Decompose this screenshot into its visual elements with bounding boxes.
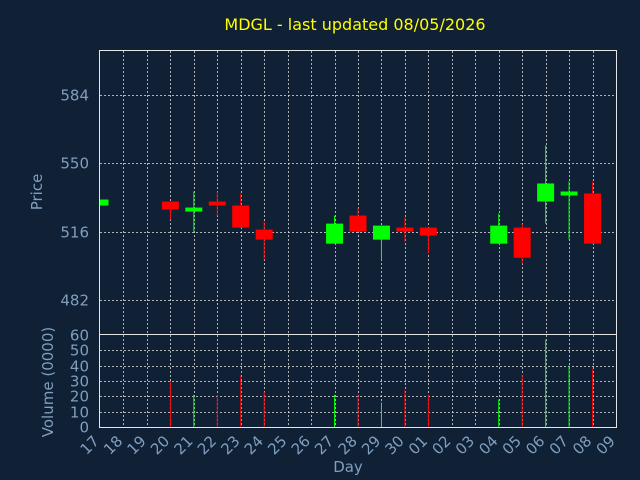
price-y-tick-label: 516 <box>60 224 89 242</box>
volume-y-tick-label: 0 <box>79 419 89 437</box>
candle-body <box>208 201 226 206</box>
candle-body <box>560 191 578 196</box>
candle-body <box>513 227 531 258</box>
candle-body <box>161 201 179 210</box>
x-tick-labels: 1718192021222324252627282930010203040506… <box>77 432 619 458</box>
price-axis-label: Price <box>28 174 46 211</box>
x-axis-label: Day <box>333 458 363 476</box>
candle-body <box>326 223 344 244</box>
price-y-tick-label: 482 <box>60 292 89 310</box>
candle-body <box>255 229 273 240</box>
candle-body <box>419 227 437 236</box>
candle-body <box>232 205 250 228</box>
candle-body <box>396 227 414 232</box>
candlesticks <box>99 145 602 264</box>
volume-y-tick-label: 60 <box>70 327 89 345</box>
volume-axis-label: Volume (0000) <box>39 327 57 437</box>
volume-y-tick-label: 50 <box>70 342 89 360</box>
volume-y-tick-label: 10 <box>70 404 89 422</box>
candle-body <box>100 199 109 206</box>
candle-body <box>349 215 367 232</box>
candle-body <box>490 225 508 244</box>
volume-panel-frame <box>99 334 617 428</box>
candle-body <box>185 207 203 212</box>
price-y-tick-label: 550 <box>60 155 89 173</box>
chart-title: MDGL - last updated 08/05/2026 <box>224 15 485 34</box>
volume-y-tick-label: 30 <box>70 373 89 391</box>
candle-body <box>537 183 555 202</box>
price-y-tick-labels: 482 516 550 584 <box>60 87 89 310</box>
candle-body <box>372 225 390 240</box>
volume-y-tick-label: 20 <box>70 388 89 406</box>
volume-y-tick-label: 40 <box>70 358 89 376</box>
volume-bars <box>169 339 594 427</box>
price-y-tick-label: 584 <box>60 87 89 105</box>
candle-body <box>584 193 602 244</box>
